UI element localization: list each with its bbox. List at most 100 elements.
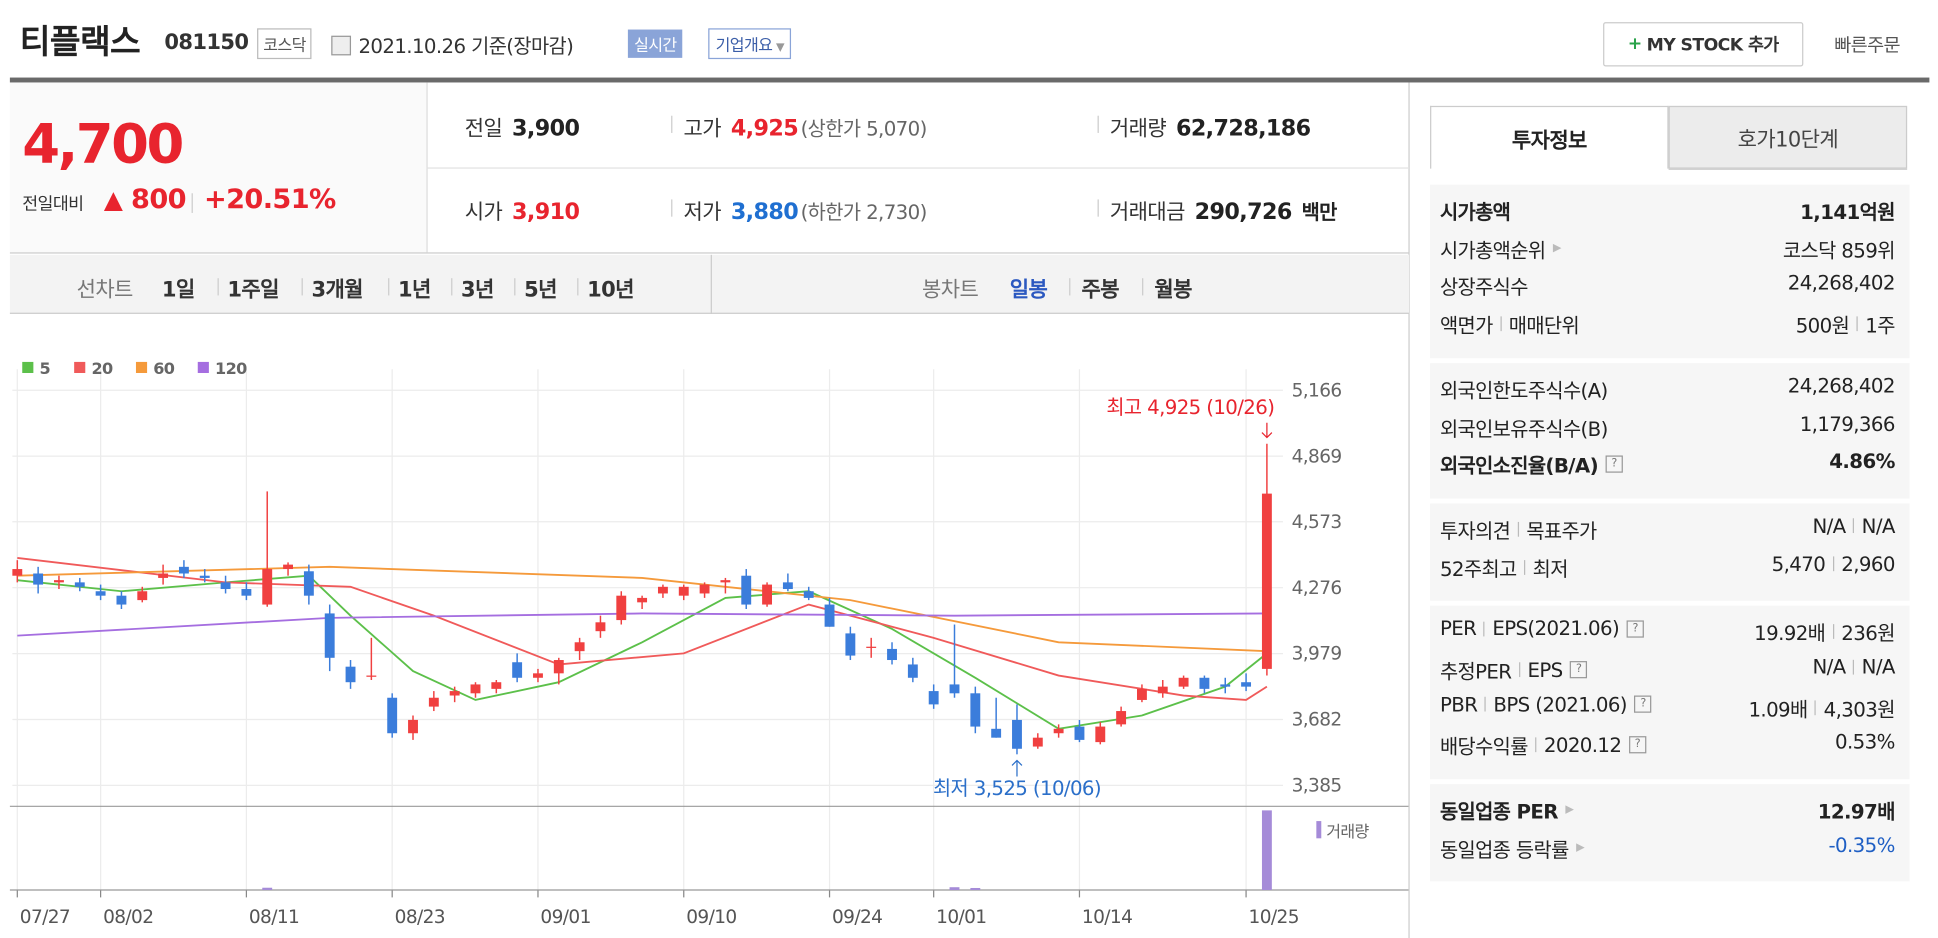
legend-swatch <box>197 361 209 373</box>
y-tick-label: 5,166 <box>1292 380 1342 401</box>
realtime-button[interactable]: 실시간 <box>627 29 683 58</box>
info-label: 시가총액순위 ▶ <box>1440 234 1561 264</box>
info-label: 상장주식수 <box>1440 271 1529 301</box>
mystock-button[interactable]: + MY STOCK 추가 <box>1603 22 1804 67</box>
legend-swatch <box>135 361 148 373</box>
low-note: 최저 3,525 (10/06) <box>933 777 1101 800</box>
more-arrow: ▶ <box>1552 242 1562 255</box>
quote-label: 저가 <box>683 200 722 226</box>
quote-value: 4,925 <box>730 115 799 142</box>
info-value-text: 5,470 <box>1771 552 1826 576</box>
quote-cell: 고가 4,925 (상한가 5,070) <box>684 111 928 142</box>
info-label: PBR BPS (2021.06)? <box>1440 693 1652 716</box>
info-value: 5,470 2,960 <box>1771 552 1896 576</box>
high-arrow <box>1261 422 1273 439</box>
info-value-text: 0.53% <box>1835 730 1895 754</box>
candle-body <box>137 591 148 601</box>
quote-label: 거래대금 <box>1109 200 1185 226</box>
info-value: 24,268,402 <box>1788 271 1896 294</box>
candle-body <box>762 584 773 605</box>
row-divider <box>426 167 1410 169</box>
info-label-text: 외국인소진율(B/A) <box>1439 454 1599 478</box>
quick-order[interactable]: 빠른주문 <box>1834 34 1900 57</box>
period-tab[interactable]: 5년 <box>524 278 557 303</box>
low-arrow <box>1011 759 1023 777</box>
help-icon: ? <box>1626 620 1644 638</box>
tab-bar <box>9 254 1410 314</box>
y-tick-label: 4,869 <box>1292 446 1342 467</box>
candle-body <box>366 675 377 677</box>
period-tab[interactable]: 1년 <box>397 278 431 303</box>
legend-label: 20 <box>91 359 113 378</box>
candle-body <box>699 584 710 594</box>
separator <box>671 115 673 133</box>
info-value-text: 1,179,366 <box>1799 411 1896 436</box>
candle-body <box>199 575 210 578</box>
overview-button[interactable]: 기업개요 ▼ <box>708 28 792 60</box>
period-tab[interactable]: 1주일 <box>227 278 279 303</box>
info-value: -0.35% <box>1829 833 1896 856</box>
x-tick-label: 07/27 <box>20 907 70 928</box>
help-icon: ? <box>1634 695 1652 713</box>
help-icon: ? <box>1628 736 1647 754</box>
info-label-text: 목표주가 <box>1526 519 1597 543</box>
candle-body <box>95 591 106 596</box>
info-value: 0.53% <box>1835 730 1895 753</box>
price-box <box>9 82 428 253</box>
candle-body <box>928 691 939 705</box>
candle-body <box>1178 677 1189 687</box>
candle-body <box>1261 493 1272 669</box>
candle-body <box>491 682 502 689</box>
separator <box>191 193 193 213</box>
help-icon: ? <box>1605 455 1623 473</box>
separator <box>451 278 453 296</box>
candle-body <box>657 586 668 594</box>
info-value: 19.92배 236원 <box>1754 617 1895 647</box>
info-label-text: 52주최고 <box>1439 557 1517 581</box>
period-tab[interactable]: 1일 <box>161 278 195 303</box>
candle-tab[interactable]: 일봉 <box>1009 278 1048 303</box>
candle-body <box>158 573 169 578</box>
volume-bar <box>949 887 960 891</box>
info-label-text: 추정PER <box>1439 659 1512 684</box>
x-tick-label: 08/23 <box>395 907 445 928</box>
quote-value: 3,900 <box>512 115 580 142</box>
legend-swatch <box>22 361 34 373</box>
candle-body <box>345 666 356 683</box>
candle-body <box>553 660 564 674</box>
base-date: 2021.10.26 기준(장마감) <box>358 34 574 58</box>
info-label-text: 최저 <box>1532 557 1569 581</box>
quote-value: 3,880 <box>730 199 799 226</box>
period-tab[interactable]: 3년 <box>461 278 494 303</box>
line-chart-label: 선차트 <box>76 278 134 303</box>
moving-average-line <box>17 574 1268 730</box>
info-value: 1,179,366 <box>1799 411 1896 436</box>
separator <box>1069 278 1071 296</box>
info-value-text: 1주 <box>1865 314 1895 338</box>
candle-body <box>33 573 44 585</box>
info-value-text: 1.09배 <box>1748 697 1808 721</box>
candle-body <box>1157 686 1168 694</box>
info-label: 액면가 매매단위 <box>1439 309 1580 339</box>
candle-body <box>970 693 981 727</box>
info-value-text: N/A <box>1861 654 1896 679</box>
quote-cell: 거래량 62,728,186 <box>1110 111 1311 142</box>
separator <box>1535 737 1537 753</box>
candle-body <box>408 719 418 734</box>
volume-swatch <box>1316 821 1322 839</box>
period-tab[interactable]: 10년 <box>587 278 634 303</box>
help-icon: ? <box>1570 661 1588 679</box>
info-tab[interactable]: 호가10단계 <box>1668 105 1908 169</box>
candle-body <box>116 595 127 605</box>
info-value-text: 24,268,402 <box>1787 373 1896 398</box>
info-tab[interactable]: 투자정보 <box>1430 105 1669 169</box>
legend-label: 5 <box>40 359 51 378</box>
candle-tab[interactable]: 월봉 <box>1154 278 1192 303</box>
period-tab[interactable]: 3개월 <box>311 278 363 303</box>
info-label-text: 액면가 <box>1439 314 1493 338</box>
info-value: 24,268,402 <box>1787 373 1896 398</box>
x-tick-label: 10/01 <box>936 907 986 928</box>
legend-label: 60 <box>153 359 175 378</box>
candle-tab[interactable]: 주봉 <box>1081 278 1120 303</box>
candle-body <box>178 566 189 574</box>
